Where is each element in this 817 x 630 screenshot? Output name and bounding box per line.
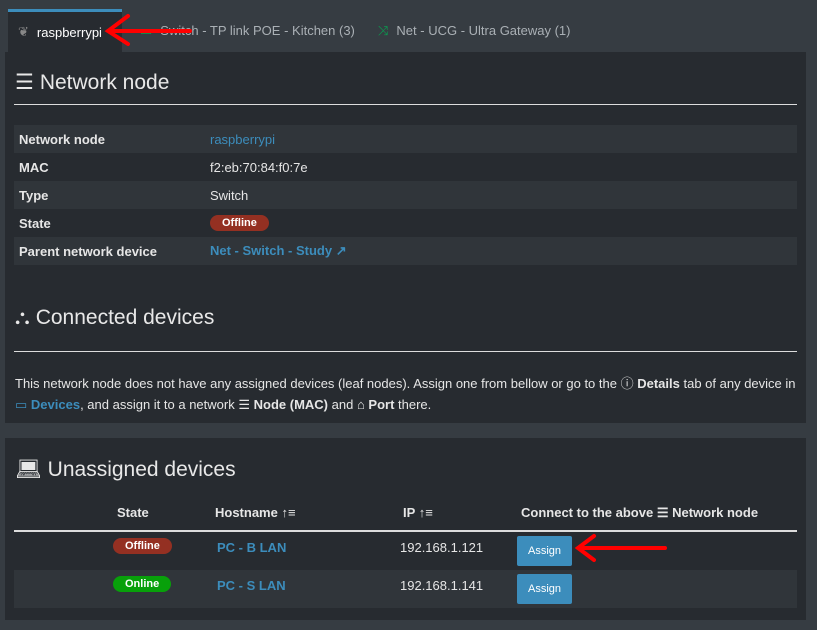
table-row: Type Switch bbox=[14, 181, 797, 209]
status-badge: Online bbox=[113, 576, 172, 592]
network-node-panel: ☰ Network node Network node raspberrypi MA… bbox=[5, 52, 806, 423]
server-icon: ☰ bbox=[238, 397, 250, 412]
laptop-icon: ▭ bbox=[15, 397, 28, 412]
column-header-ip[interactable]: IP ↑≡ bbox=[403, 505, 433, 520]
info-icon: ⓘ bbox=[620, 376, 634, 391]
server-icon: ☰ bbox=[656, 505, 669, 520]
network-node-heading: ☰ Network node bbox=[15, 70, 170, 95]
devices-link[interactable]: ▭ Devices bbox=[15, 397, 81, 412]
table-row: Online PC - S LAN 192.168.1.141 Assign bbox=[14, 570, 797, 608]
column-header-connect: Connect to the above ☰ Network node bbox=[521, 505, 759, 520]
divider bbox=[14, 530, 797, 532]
table-row: Parent network device Net - Switch - Stud… bbox=[14, 237, 797, 265]
status-badge: Offline bbox=[210, 215, 269, 231]
external-link-icon: ↗ bbox=[335, 243, 347, 258]
table-row: MAC f2:eb:70:84:f0:7e bbox=[19, 159, 308, 175]
connected-devices-heading: ⛬ Connected devices bbox=[15, 306, 215, 329]
column-header-state: State bbox=[117, 505, 149, 520]
node-link[interactable]: raspberrypi bbox=[210, 131, 276, 147]
table-row: Offline PC - B LAN 192.168.1.121 Assign bbox=[14, 532, 797, 570]
shuffle-icon: ⤨ bbox=[378, 22, 389, 38]
unassigned-devices-panel: 💻︎ Unassigned devices State Hostname ↑≡ I… bbox=[5, 438, 806, 620]
parent-device-link[interactable]: Net - Switch - Study ↗ bbox=[210, 243, 347, 258]
hostname-link[interactable]: PC - S LAN bbox=[217, 578, 286, 593]
divider bbox=[14, 351, 797, 352]
status-badge: Offline bbox=[113, 538, 172, 554]
sitemap-icon: ⛬ bbox=[15, 306, 30, 329]
sort-icon: ↑≡ bbox=[281, 505, 296, 520]
unassigned-devices-heading: 💻︎ Unassigned devices bbox=[15, 458, 236, 481]
node-details-table: Network node raspberrypi MAC f2:eb:70:84:f… bbox=[14, 125, 797, 265]
column-header-hostname[interactable]: Hostname ↑≡ bbox=[215, 505, 296, 520]
raspberry-pi-icon: ❦ bbox=[18, 24, 29, 39]
hostname-link[interactable]: PC - B LAN bbox=[217, 540, 287, 555]
ethernet-icon: ⌂ bbox=[356, 397, 365, 412]
server-icon: ☰ bbox=[15, 71, 34, 94]
tab-net-ucg[interactable]: ⤨ Net - UCG - Ultra Gateway (1) bbox=[378, 22, 571, 39]
assign-button[interactable]: Assign bbox=[517, 536, 572, 566]
sort-icon: ↑≡ bbox=[418, 505, 433, 520]
divider bbox=[14, 104, 797, 105]
connected-devices-note: This network node does not have any assi… bbox=[15, 376, 796, 412]
table-row: State Offline bbox=[14, 209, 797, 237]
tab-bar: ❦ raspberrypi ▭ Switch - TP link POE - Kit… bbox=[0, 0, 817, 52]
laptop-icon: 💻︎ bbox=[15, 458, 42, 481]
tab-raspberrypi[interactable]: ❦ raspberrypi bbox=[8, 9, 122, 52]
table-row: Network node raspberrypi bbox=[14, 125, 797, 153]
assign-button[interactable]: Assign bbox=[517, 574, 572, 604]
